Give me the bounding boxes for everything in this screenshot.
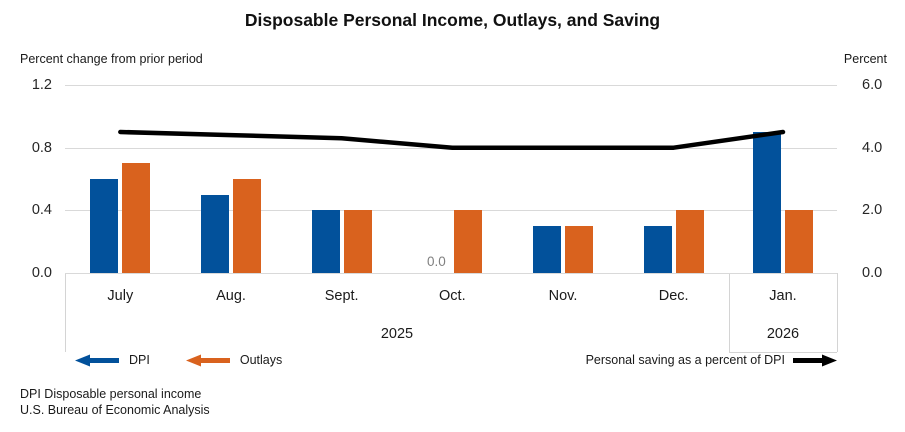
left-axis-tick: 0.4 — [31, 202, 52, 219]
outlays-bar — [675, 210, 704, 273]
left-axis-tick: 0.0 — [31, 265, 52, 281]
outlays-bar — [343, 210, 372, 273]
month-label: Dec. — [658, 288, 689, 304]
right-axis-tick: 6.0 — [862, 77, 883, 93]
left-axis-tick: 1.2 — [31, 77, 52, 93]
left-axis-caption: Percent change from prior period — [20, 52, 203, 66]
dpi-bar — [753, 132, 781, 273]
month-label: July — [107, 288, 134, 304]
footnote-source: U.S. Bureau of Economic Analysis — [20, 402, 210, 417]
gridline — [65, 210, 837, 212]
month-label: Nov. — [548, 288, 578, 304]
outlays-legend-label: Outlays — [239, 353, 283, 367]
right-axis-tick: 4.0 — [862, 139, 883, 156]
axis-group-divider — [65, 273, 66, 352]
month-label: Jan. — [769, 288, 797, 304]
right-axis-caption: Percent — [843, 52, 887, 66]
dpi-bar — [533, 226, 561, 273]
zero-value-label: 0.0 — [426, 254, 446, 269]
dpi-bar — [90, 179, 119, 273]
saving-legend-label: Personal saving as a percent of DPI — [585, 353, 785, 367]
month-label: Oct. — [439, 288, 466, 304]
year-label-2025: 2025 — [380, 326, 414, 342]
dpi-bar — [201, 194, 229, 273]
chart-title: Disposable Personal Income, Outlays, and… — [244, 10, 661, 30]
outlays-bar — [565, 226, 593, 273]
month-label: Aug. — [216, 288, 246, 304]
axis-bottom-2026 — [729, 352, 837, 353]
right-axis-tick: 2.0 — [862, 202, 883, 219]
gridline — [65, 85, 837, 86]
plot-area: 0.0 — [65, 85, 837, 274]
dpi-bar — [643, 226, 672, 273]
saving-line — [118, 129, 786, 150]
legend-saving: Personal saving as a percent of DPI — [586, 351, 837, 369]
dpi-legend-arrow-icon — [75, 354, 119, 366]
year-label-2026: 2026 — [766, 326, 800, 342]
legend-bars: DPI Outlays — [75, 351, 318, 369]
outlays-bar — [122, 163, 151, 273]
axis-group-divider — [837, 273, 838, 352]
axis-baseline — [65, 273, 837, 274]
left-axis-tick: 0.8 — [31, 139, 52, 156]
month-label: Sept. — [324, 288, 359, 304]
footnote-dpi-definition: DPI Disposable personal income — [20, 387, 202, 401]
right-axis-tick: 0.0 — [862, 265, 883, 281]
dpi-bar — [311, 210, 340, 273]
footnotes: DPI Disposable personal income U.S. Bure… — [20, 387, 210, 418]
dpi-legend-label: DPI — [129, 353, 150, 367]
outlays-bar — [233, 179, 261, 273]
outlays-legend-arrow-icon — [185, 354, 230, 366]
outlays-bar — [785, 210, 813, 273]
saving-legend-arrow-icon — [793, 354, 837, 366]
axis-group-divider — [729, 273, 730, 352]
outlays-bar — [454, 210, 483, 273]
